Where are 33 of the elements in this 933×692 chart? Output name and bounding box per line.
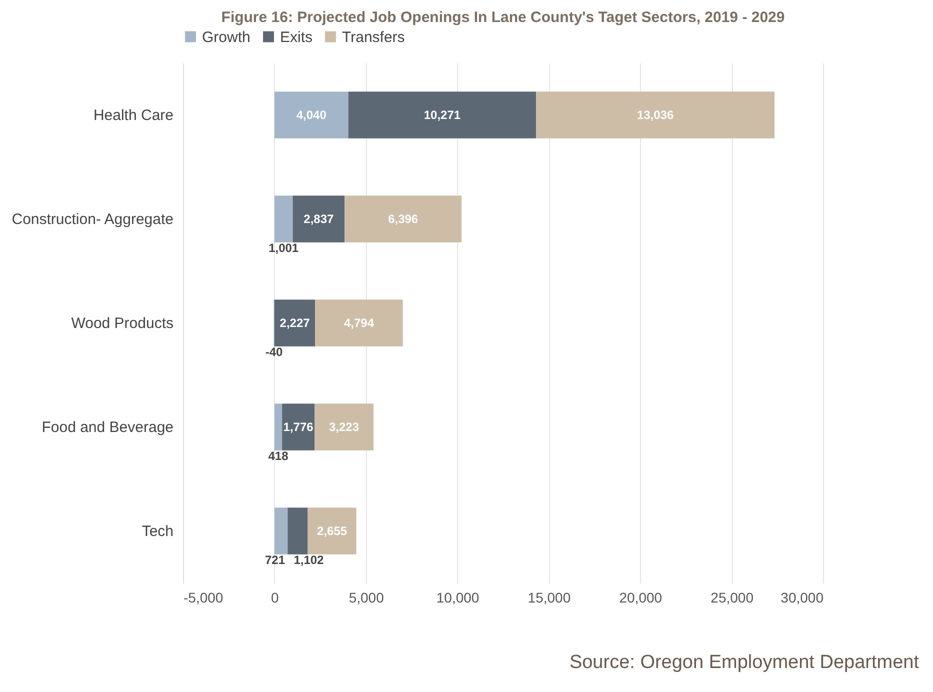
- data-label: 1,776: [283, 420, 314, 434]
- data-label: 2,655: [317, 524, 348, 538]
- x-tick-label: 5,000: [348, 590, 384, 606]
- data-label: 3,223: [329, 420, 360, 434]
- data-label: 1,001: [268, 241, 299, 255]
- data-label: 6,396: [388, 212, 418, 226]
- chart-title: Figure 16: Projected Job Openings In Lane County's Taget Sectors, 2019 - 2029: [221, 9, 785, 26]
- y-tick-label: Health Care: [93, 107, 174, 124]
- source-note: Source: Oregon Employment Department: [569, 652, 919, 674]
- data-label: 4,040: [296, 108, 327, 122]
- y-tick-label: Food and Beverage: [42, 419, 174, 436]
- data-label: 4,794: [344, 316, 374, 330]
- data-label: -40: [265, 345, 284, 359]
- data-label: 2,837: [304, 212, 334, 226]
- data-label: 721: [264, 553, 286, 567]
- data-label: 418: [268, 449, 289, 463]
- x-tick-label: 20,000: [619, 590, 662, 606]
- x-tick-label: 15,000: [528, 590, 571, 606]
- y-tick-label: Tech: [142, 523, 174, 540]
- legend-label: Exits: [280, 28, 313, 46]
- y-tick-label: Wood Products: [71, 315, 174, 332]
- legend-label: Transfers: [342, 28, 405, 46]
- data-label: 10,271: [424, 108, 461, 122]
- x-tick-label: 25,000: [710, 590, 754, 606]
- x-tick-label: 30,000: [780, 590, 824, 606]
- x-tick-label: -5,000: [184, 590, 224, 606]
- data-label: 1,102: [294, 553, 324, 567]
- legend-label: Growth: [202, 28, 250, 46]
- x-tick-label: 0: [271, 590, 280, 606]
- data-label: 2,227: [280, 316, 310, 330]
- x-tick-label: 10,000: [436, 590, 480, 606]
- y-tick-label: Construction- Aggregate: [12, 211, 174, 228]
- data-label: 13,036: [636, 108, 674, 122]
